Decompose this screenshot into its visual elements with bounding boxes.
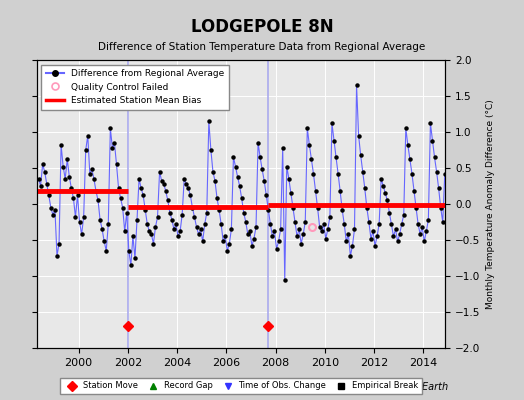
Text: Difference of Station Temperature Data from Regional Average: Difference of Station Temperature Data f… (99, 42, 425, 52)
Y-axis label: Monthly Temperature Anomaly Difference (°C): Monthly Temperature Anomaly Difference (… (486, 99, 495, 309)
Text: Berkeley Earth: Berkeley Earth (376, 382, 448, 392)
Legend: Station Move, Record Gap, Time of Obs. Change, Empirical Break: Station Move, Record Gap, Time of Obs. C… (60, 378, 422, 394)
Legend: Difference from Regional Average, Quality Control Failed, Estimated Station Mean: Difference from Regional Average, Qualit… (41, 64, 229, 110)
Text: LODGEPOLE 8N: LODGEPOLE 8N (191, 18, 333, 36)
